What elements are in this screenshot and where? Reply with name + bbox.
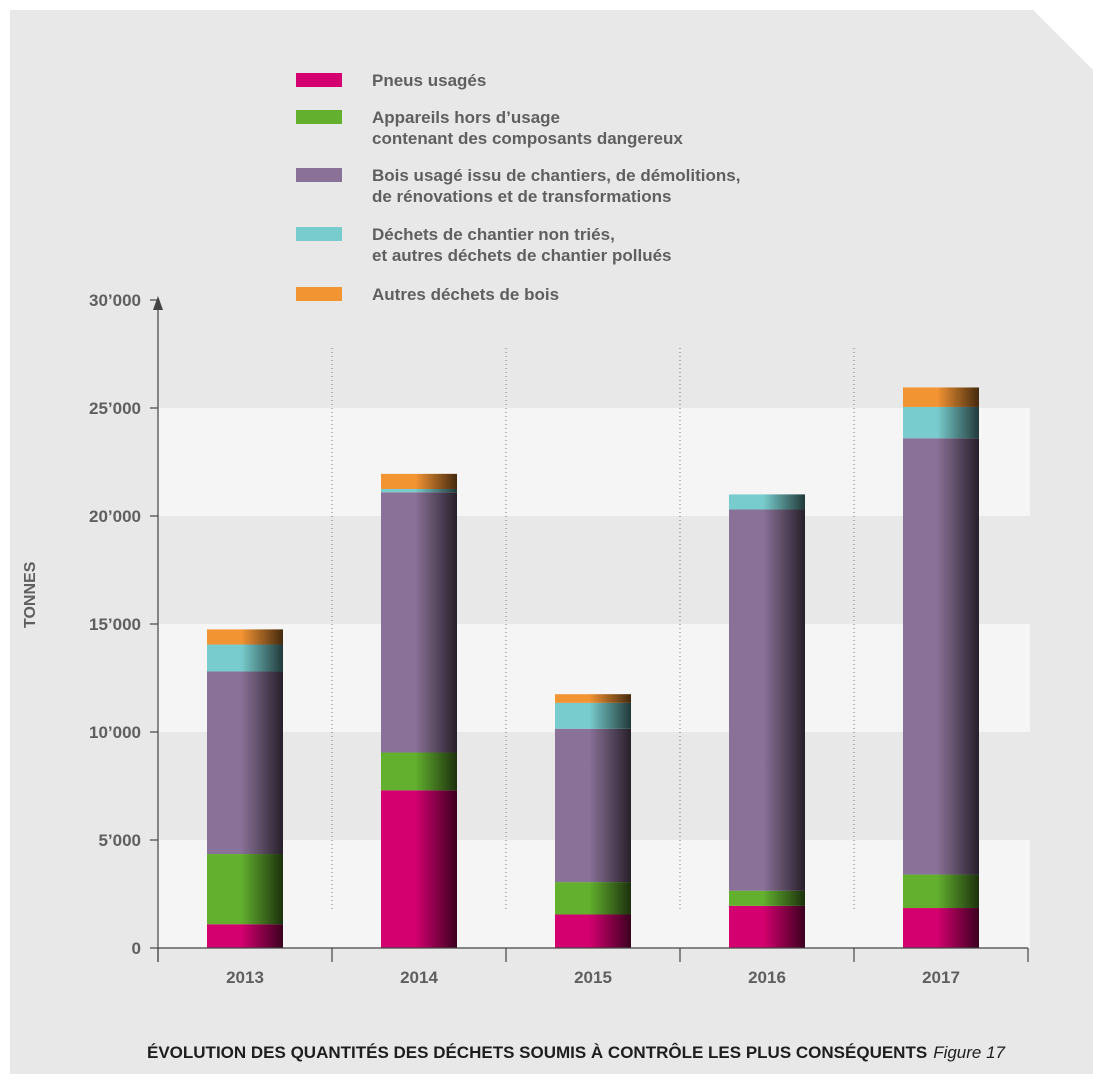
legend-swatch bbox=[296, 110, 342, 124]
bar-segment-shade bbox=[207, 854, 283, 925]
bar-segment-shade bbox=[381, 489, 457, 493]
bar-segment-shade bbox=[555, 728, 631, 883]
background-band bbox=[158, 516, 1030, 624]
caption-figure-number: Figure 17 bbox=[933, 1043, 1006, 1062]
figure-caption: ÉVOLUTION DES QUANTITÉS DES DÉCHETS SOUM… bbox=[147, 1043, 1005, 1063]
legend-item: Déchets de chantier non triés, et autres… bbox=[296, 224, 671, 266]
y-tick-label: 15’000 bbox=[89, 615, 141, 634]
legend-swatch bbox=[296, 287, 342, 301]
legend-item: Bois usagé issu de chantiers, de démolit… bbox=[296, 165, 740, 207]
y-tick-label: 0 bbox=[132, 939, 141, 958]
bar-segment-shade bbox=[555, 914, 631, 948]
y-tick-labels: 0 5’000 10’000 15’000 20’000 25’000 30’000 bbox=[89, 291, 141, 958]
legend-label: Déchets de chantier non triés, et autres… bbox=[372, 225, 672, 265]
y-tick-label: 10’000 bbox=[89, 723, 141, 742]
caption-title: ÉVOLUTION DES QUANTITÉS DES DÉCHETS SOUM… bbox=[147, 1043, 928, 1062]
bar-segment-shade bbox=[729, 509, 805, 891]
bar-segment-shade bbox=[381, 492, 457, 753]
y-tick-label: 30’000 bbox=[89, 291, 141, 310]
bar-segment-shade bbox=[729, 905, 805, 948]
bar-segment-shade bbox=[903, 387, 979, 407]
x-tick-label: 2017 bbox=[922, 968, 960, 987]
bar-segment-shade bbox=[207, 644, 283, 672]
bar-segment-shade bbox=[381, 752, 457, 791]
bar-segment-shade bbox=[207, 629, 283, 645]
x-tick-label: 2014 bbox=[400, 968, 438, 987]
bar-segment-shade bbox=[903, 438, 979, 875]
x-tick-label: 2013 bbox=[226, 968, 264, 987]
legend-item: Autres déchets de bois bbox=[296, 284, 559, 305]
legend-swatch bbox=[296, 73, 342, 87]
bar-segment-shade bbox=[381, 473, 457, 489]
bar-segment-shade bbox=[903, 874, 979, 909]
axes bbox=[150, 296, 1029, 962]
y-tick-label: 5’000 bbox=[98, 831, 141, 850]
y-axis-label: TONNES bbox=[22, 561, 39, 628]
bar-segment-shade bbox=[729, 890, 805, 906]
legend-label: Bois usagé issu de chantiers, de démolit… bbox=[372, 166, 741, 206]
legend-item: Appareils hors d’usage contenant des com… bbox=[296, 107, 683, 149]
y-tick-label: 20’000 bbox=[89, 507, 141, 526]
background-band bbox=[158, 408, 1030, 516]
bar-segment-shade bbox=[207, 924, 283, 948]
bar-segment-shade bbox=[381, 790, 457, 948]
bars bbox=[207, 387, 979, 948]
y-axis-arrow bbox=[153, 296, 163, 310]
legend-label: Pneus usagés bbox=[372, 71, 487, 90]
bar-segment-shade bbox=[555, 694, 631, 703]
y-tick-label: 25’000 bbox=[89, 399, 141, 418]
background-bands bbox=[158, 408, 1030, 948]
bar-segment-shade bbox=[207, 671, 283, 855]
x-tick-label: 2015 bbox=[574, 968, 612, 987]
legend-item: Pneus usagés bbox=[296, 70, 486, 91]
bar-segment-shade bbox=[555, 882, 631, 915]
legend-label: Appareils hors d’usage contenant des com… bbox=[372, 108, 683, 148]
bar-segment-shade bbox=[903, 908, 979, 948]
legend-swatch bbox=[296, 227, 342, 241]
bar-segment-shade bbox=[903, 406, 979, 439]
x-tick-label: 2016 bbox=[748, 968, 786, 987]
legend-label: Autres déchets de bois bbox=[372, 285, 560, 304]
bar-segment-shade bbox=[729, 494, 805, 510]
legend-swatch bbox=[296, 168, 342, 182]
x-tick-labels: 2013 2014 2015 2016 2017 bbox=[226, 968, 960, 987]
bar-segment-shade bbox=[555, 702, 631, 729]
